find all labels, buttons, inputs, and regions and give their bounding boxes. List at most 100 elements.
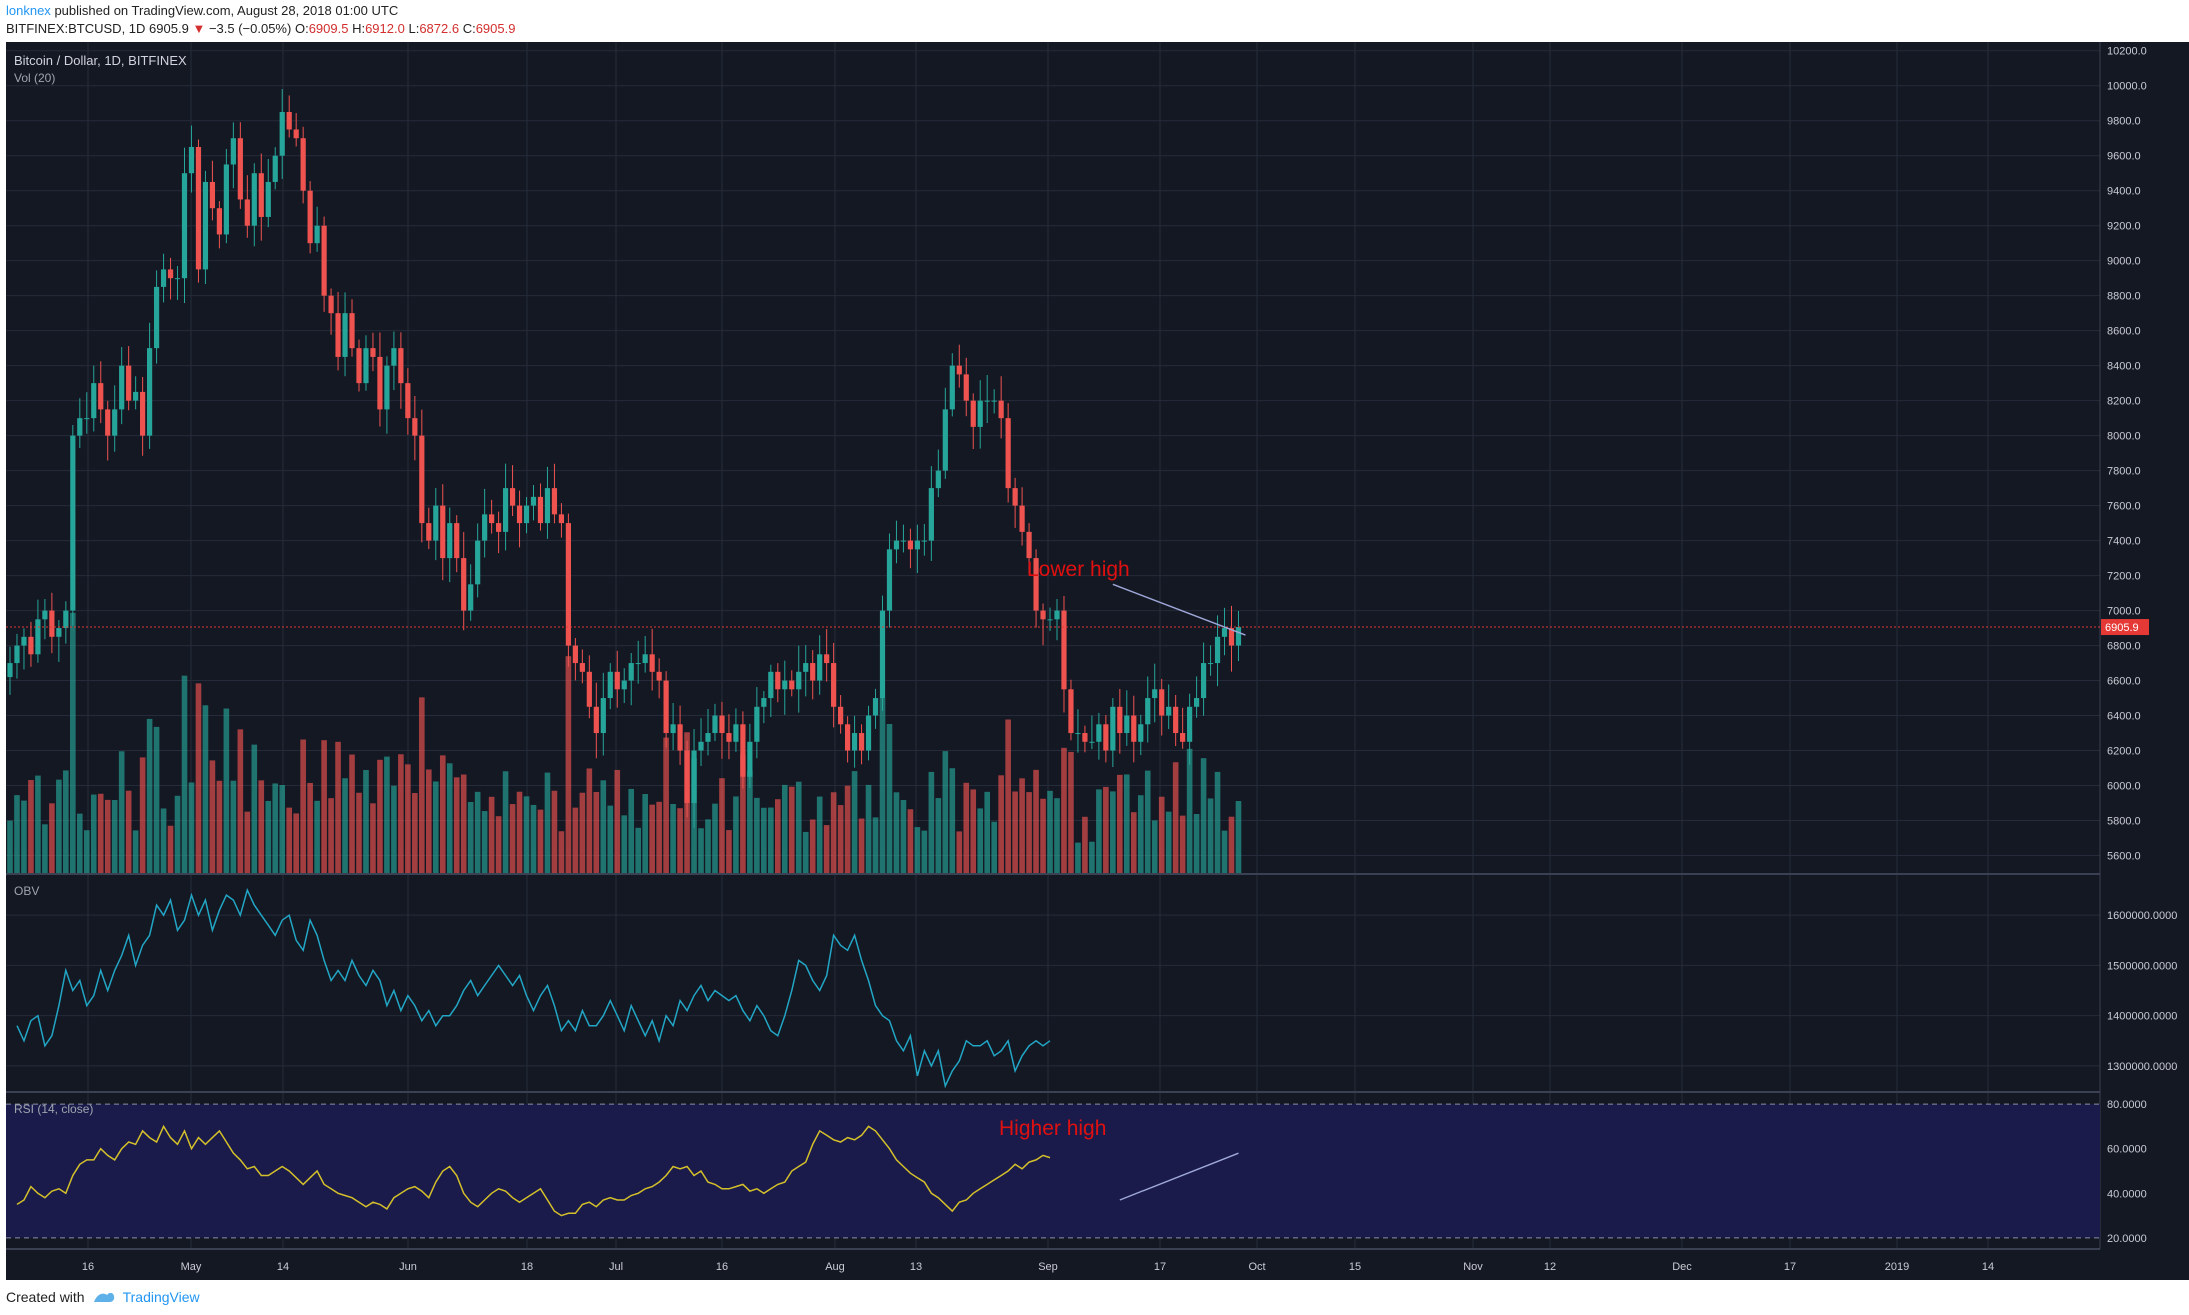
volume-bar <box>656 801 662 873</box>
time-tick-label: 14 <box>1982 1261 1994 1273</box>
close-label: C: <box>462 21 476 36</box>
volume-bar <box>830 792 837 873</box>
candle-body <box>956 365 962 375</box>
volume-bar <box>572 807 579 873</box>
volume-bar <box>802 831 809 873</box>
candle-body <box>244 199 250 226</box>
volume-bar <box>335 741 341 873</box>
rsi-line <box>16 1124 1051 1217</box>
candle-body <box>77 418 83 436</box>
volume-bar <box>970 789 977 873</box>
candle-body <box>810 663 816 681</box>
candle-body <box>621 680 627 690</box>
volume-bar <box>1033 769 1039 873</box>
candle-body <box>265 181 271 217</box>
volume-bar <box>377 759 383 873</box>
rsi-tick-label: 60.0000 <box>2107 1144 2147 1156</box>
volume-bar <box>642 794 648 873</box>
price-tick-label: 6000.0 <box>2107 781 2141 793</box>
volume-bar <box>97 793 104 873</box>
candle-body <box>112 409 118 436</box>
candle-body <box>272 155 278 182</box>
volume-bar <box>251 744 258 873</box>
volume-bar <box>1082 816 1088 873</box>
volume-bar <box>398 754 404 873</box>
candle-body <box>1047 619 1053 621</box>
candle-body <box>537 496 544 524</box>
candle-body <box>1089 741 1095 743</box>
volume-bar <box>265 800 272 873</box>
candle-body <box>454 523 460 559</box>
rsi-title: RSI (14, close) <box>14 1102 93 1116</box>
volume-bar <box>1089 841 1095 873</box>
volume-bar <box>195 683 202 873</box>
price-tick-label: 10000.0 <box>2107 81 2147 93</box>
volume-bar <box>579 792 586 873</box>
candle-body <box>335 313 341 357</box>
candle-body <box>921 540 927 542</box>
candle-body <box>656 671 662 681</box>
candle-body <box>544 488 551 524</box>
candle-body <box>14 645 20 664</box>
price-tick-label: 8800.0 <box>2107 291 2141 303</box>
tradingview-link[interactable]: TradingView <box>122 1289 200 1305</box>
time-tick-label: 12 <box>1544 1261 1556 1273</box>
candle-body <box>126 365 132 401</box>
volume-bar <box>146 718 153 873</box>
chart-title: Bitcoin / Dollar, 1D, BITFINEX <box>14 53 187 68</box>
price-change: −3.5 (−0.05%) <box>208 21 292 36</box>
candle-body <box>803 663 809 672</box>
candle-body <box>433 505 439 541</box>
volume-bar <box>551 790 558 873</box>
candle-body <box>705 733 711 742</box>
volume-bar <box>342 778 348 873</box>
volume-bar <box>761 807 767 873</box>
volume-bar <box>628 788 635 873</box>
volume-bar <box>991 821 997 873</box>
volume-bar <box>984 791 990 873</box>
high-value: 6912.0 <box>365 21 405 36</box>
candle-body <box>761 698 767 707</box>
candle-body <box>286 111 292 130</box>
candle-body <box>1026 531 1032 559</box>
volume-bar <box>49 803 55 873</box>
volume-bar <box>286 807 292 873</box>
candle-body <box>865 715 872 751</box>
footer: Created with TradingView <box>6 1289 200 1305</box>
candle-body <box>419 435 425 524</box>
price-tick-label: 6400.0 <box>2107 711 2141 723</box>
candle-body <box>1166 706 1172 716</box>
candle-body <box>1194 698 1200 707</box>
volume-bar <box>216 780 223 873</box>
candle-body <box>635 663 641 665</box>
volume-bar <box>956 831 963 873</box>
candle-body <box>314 225 320 244</box>
volume-bar <box>314 800 320 873</box>
volume-bar <box>21 800 27 873</box>
candle-body <box>733 724 739 742</box>
chart-canvas[interactable]: 10200.0 10000.0 9800.0 9600.0 9400.0 9200.0 90… <box>0 42 2189 1282</box>
time-tick-label: May <box>181 1261 202 1273</box>
tradingview-logo-icon <box>93 1292 114 1302</box>
volume-bar <box>1096 789 1102 873</box>
volume-bar <box>851 771 858 873</box>
price-tick-label: 7400.0 <box>2107 536 2141 548</box>
time-tick-label: Aug <box>825 1261 845 1273</box>
time-axis: 16 May 14 Jun 18 Jul 16 Aug 13 Sep 17 Oct 15 Nov 12 Dec… <box>82 1261 1994 1273</box>
candle-body <box>167 269 174 279</box>
candle-body <box>607 671 613 699</box>
candle-body <box>1110 706 1116 751</box>
volume-bar <box>998 775 1004 873</box>
volume-bar <box>1047 790 1053 873</box>
open-value: 6909.5 <box>308 21 349 36</box>
candle-body <box>1005 418 1011 489</box>
volume-bar <box>28 780 34 873</box>
author-link[interactable]: lonknex <box>6 3 51 18</box>
candle-body <box>509 488 516 506</box>
volume-bar <box>565 656 572 873</box>
candle-body <box>321 225 327 296</box>
candle-body <box>209 181 216 209</box>
volume-bar <box>370 803 376 873</box>
candle-body <box>1152 689 1158 699</box>
candle-body <box>223 164 229 235</box>
